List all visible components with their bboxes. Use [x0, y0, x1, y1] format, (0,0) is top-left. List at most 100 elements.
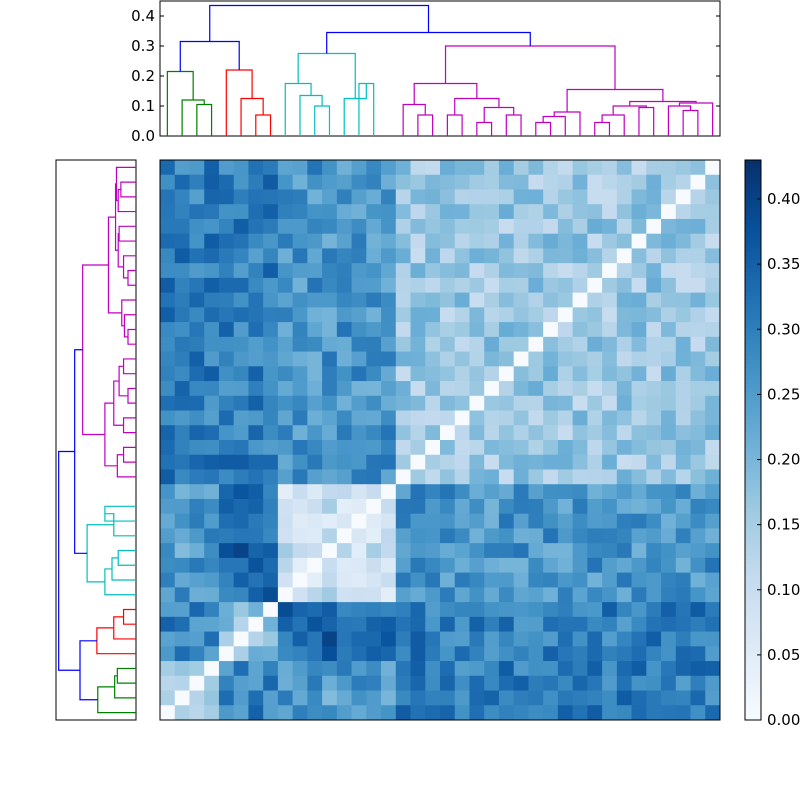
- heatmap-cell: [572, 661, 588, 677]
- colorbar-segment: [745, 704, 761, 709]
- heatmap-cell: [616, 307, 632, 323]
- heatmap-cell: [646, 469, 662, 485]
- heatmap-cell: [366, 425, 382, 441]
- heatmap-cell: [189, 322, 205, 338]
- heatmap-cell: [557, 425, 574, 441]
- heatmap-cell: [263, 410, 279, 426]
- colorbar-tick-label: 0.35: [767, 255, 800, 273]
- heatmap-cell: [277, 440, 294, 456]
- colorbar-segment: [745, 664, 761, 669]
- heatmap-cell: [204, 690, 220, 706]
- heatmap-cell: [351, 498, 367, 515]
- colorbar-segment: [745, 636, 761, 641]
- heatmap-cell: [322, 587, 338, 603]
- heatmap-cell: [307, 322, 323, 338]
- heatmap-cell: [661, 204, 677, 220]
- colorbar-segment: [745, 396, 761, 401]
- heatmap-cell: [690, 440, 706, 456]
- heatmap-cell: [602, 381, 618, 397]
- heatmap-cell: [292, 513, 308, 529]
- heatmap-cell: [366, 218, 382, 235]
- heatmap-cell: [277, 277, 294, 294]
- heatmap-cell: [690, 204, 706, 220]
- heatmap-cell: [381, 263, 397, 279]
- heatmap-cell: [189, 410, 205, 426]
- heatmap-cell: [616, 543, 632, 559]
- heatmap-cell: [160, 572, 176, 588]
- heatmap-cell: [263, 174, 279, 190]
- heatmap-cell: [469, 646, 485, 662]
- colorbar-segment: [745, 420, 761, 425]
- heatmap-cell: [351, 395, 367, 411]
- colorbar-segment: [745, 244, 761, 249]
- heatmap-cell: [233, 366, 249, 382]
- heatmap-cell: [543, 557, 559, 574]
- heatmap-cell: [351, 174, 367, 190]
- heatmap-cell: [425, 498, 441, 515]
- heatmap-cell: [204, 587, 220, 603]
- heatmap-cell: [675, 322, 691, 338]
- heatmap-cell: [675, 469, 691, 485]
- heatmap-cell: [395, 248, 411, 264]
- heatmap-cell: [410, 410, 426, 426]
- heatmap-cell: [572, 395, 588, 411]
- heatmap-cell: [469, 557, 485, 574]
- heatmap-cell: [366, 587, 382, 603]
- heatmap-cell: [307, 351, 323, 367]
- heatmap-cell: [572, 292, 588, 308]
- colorbar-tick-label: 0.30: [767, 320, 800, 338]
- top-dendrogram-axis: 0.00.10.20.30.4: [131, 7, 720, 145]
- heatmap-cell: [602, 690, 618, 706]
- heatmap-cell: [690, 336, 706, 352]
- heatmap-cell: [602, 277, 618, 294]
- heatmap-cell: [189, 351, 205, 367]
- heatmap-cell: [351, 469, 367, 485]
- heatmap-cell: [233, 381, 249, 397]
- heatmap-cell: [189, 646, 205, 662]
- heatmap-cell: [528, 351, 544, 367]
- heatmap-cell: [204, 469, 220, 485]
- heatmap-cell: [616, 395, 632, 411]
- heatmap-cell: [277, 587, 294, 603]
- colorbar-segment: [745, 476, 761, 481]
- heatmap-cell: [587, 160, 603, 176]
- heatmap-cell: [410, 204, 426, 220]
- heatmap-cell: [174, 336, 190, 352]
- heatmap-cell: [277, 616, 294, 632]
- heatmap-cell: [587, 381, 603, 397]
- heatmap-cell: [513, 543, 529, 559]
- heatmap-cell: [440, 233, 456, 249]
- heatmap-cell: [410, 469, 426, 485]
- heatmap-cell: [661, 410, 677, 426]
- heatmap-cell: [661, 233, 677, 249]
- heatmap-cell: [675, 690, 691, 706]
- heatmap-cell: [292, 292, 308, 308]
- colorbar-segment: [745, 360, 761, 365]
- heatmap-cell: [454, 307, 470, 323]
- heatmap-cell: [322, 705, 338, 721]
- heatmap-cell: [366, 454, 382, 470]
- heatmap-cell: [160, 248, 176, 264]
- heatmap-cell: [631, 366, 647, 382]
- heatmap-cell: [587, 277, 603, 294]
- heatmap-cell: [690, 616, 706, 632]
- heatmap-cell: [248, 484, 264, 500]
- heatmap-cell: [616, 454, 632, 470]
- heatmap-cell: [425, 602, 441, 618]
- heatmap-cell: [454, 366, 470, 382]
- heatmap-cell: [572, 410, 588, 426]
- heatmap-cell: [425, 425, 441, 441]
- heatmap-cell: [513, 189, 529, 205]
- heatmap-cell: [218, 469, 235, 485]
- heatmap-cell: [336, 602, 352, 618]
- heatmap-cell: [513, 528, 529, 544]
- heatmap-cell: [218, 336, 235, 352]
- left-dendrogram-link: [74, 349, 88, 554]
- heatmap-cell: [189, 675, 205, 691]
- colorbar-segment: [745, 164, 761, 169]
- heatmap-cell: [675, 616, 691, 632]
- heatmap-cell: [616, 690, 632, 706]
- heatmap-cell: [233, 543, 249, 559]
- heatmap-cell: [543, 469, 559, 485]
- heatmap-cell: [233, 572, 249, 588]
